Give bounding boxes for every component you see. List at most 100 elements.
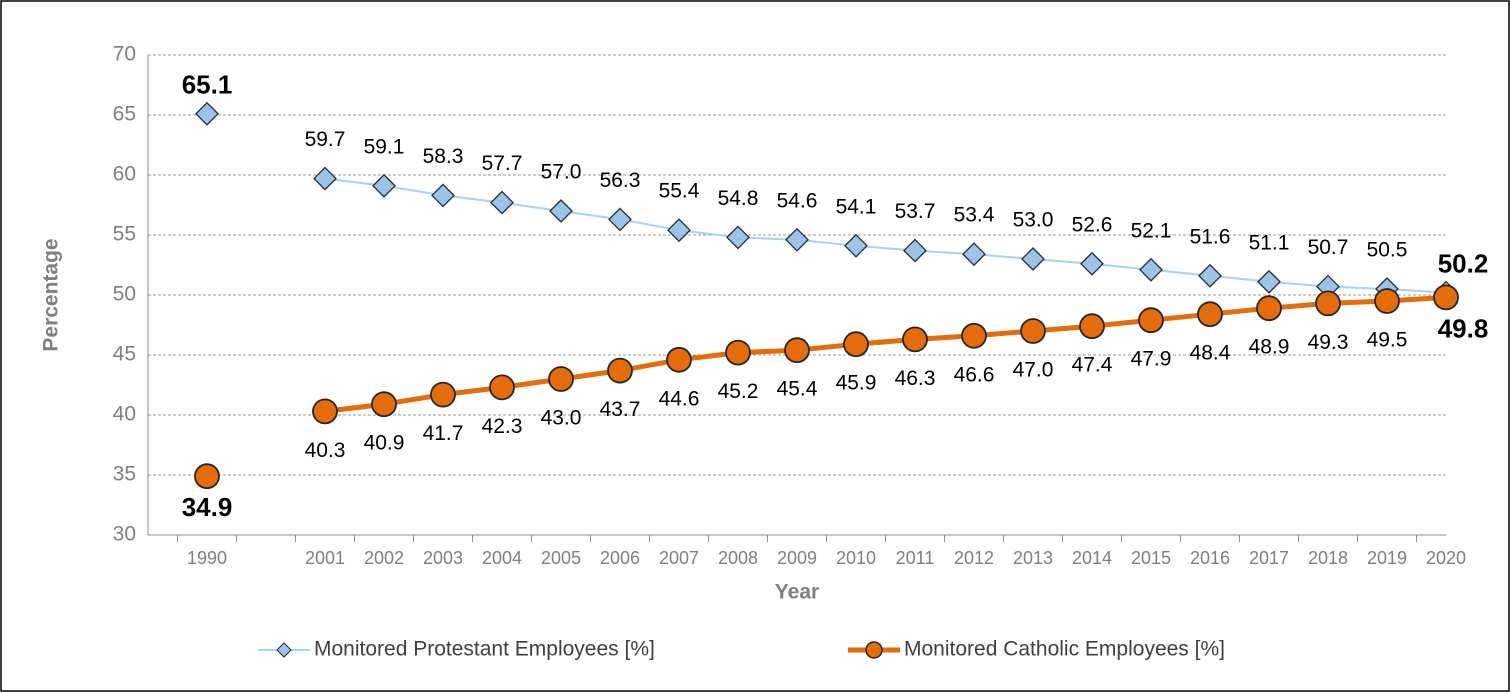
x-tick-label: 2002: [364, 548, 404, 568]
data-label: 53.7: [895, 200, 936, 223]
data-label: 50.2: [1438, 248, 1489, 278]
data-point: [784, 337, 810, 364]
data-point: [1257, 269, 1281, 294]
data-label: 43.0: [541, 407, 582, 430]
legend-label: Monitored Protestant Employees [%]: [314, 638, 655, 661]
data-label: 56.3: [600, 169, 641, 192]
data-label: 57.0: [541, 161, 582, 184]
y-tick-label: 45: [113, 343, 136, 366]
data-label: 59.7: [305, 128, 346, 151]
data-label: 43.7: [600, 398, 641, 421]
data-point: [1197, 301, 1223, 328]
x-tick-label: 2019: [1367, 548, 1407, 568]
data-label: 59.1: [364, 135, 405, 158]
data-point: [902, 326, 928, 353]
data-label: 52.6: [1072, 213, 1113, 236]
data-point: [195, 101, 219, 126]
data-point: [548, 366, 574, 392]
legend-label: Monitored Catholic Employees [%]: [904, 638, 1225, 661]
data-label: 47.0: [1013, 359, 1054, 382]
legend-marker: [276, 642, 292, 658]
data-label: 53.0: [1013, 209, 1054, 232]
x-tick-label: 2003: [423, 548, 463, 568]
data-label: 55.4: [659, 180, 700, 203]
x-axis-label: Year: [775, 581, 819, 604]
data-label: 51.6: [1190, 225, 1231, 248]
y-tick-label: 65: [113, 103, 136, 126]
data-point: [1080, 251, 1104, 276]
data-label: 34.9: [182, 492, 233, 522]
y-tick-label: 30: [113, 523, 136, 546]
y-tick-label: 40: [113, 403, 136, 426]
data-point: [1020, 318, 1046, 344]
data-point: [1079, 313, 1105, 340]
data-point: [1374, 288, 1400, 314]
data-point: [726, 225, 750, 250]
data-point: [903, 238, 927, 263]
data-label: 51.1: [1249, 231, 1290, 254]
x-tick-label: 2012: [954, 548, 994, 568]
data-point: [1198, 263, 1222, 288]
y-tick-label: 70: [113, 43, 136, 66]
data-point: [549, 199, 573, 223]
x-tick-label: 2001: [305, 548, 345, 568]
data-label: 54.8: [718, 187, 759, 210]
data-point: [1433, 284, 1459, 311]
data-point: [1315, 290, 1341, 317]
y-axis-label: Percentage: [40, 238, 63, 351]
legend-marker: [865, 641, 883, 659]
data-point: [430, 381, 456, 408]
data-point: [1138, 307, 1164, 334]
data-point: [843, 331, 869, 358]
data-point: [1021, 247, 1045, 271]
x-tick-label: 2007: [659, 548, 699, 568]
data-label: 47.9: [1131, 348, 1172, 371]
data-point: [608, 207, 632, 232]
data-label: 48.4: [1190, 342, 1231, 365]
x-tick-label: 2011: [896, 548, 935, 568]
data-point: [666, 346, 692, 373]
data-label: 53.4: [954, 204, 995, 227]
data-label: 54.6: [777, 189, 818, 212]
data-label: 58.3: [423, 145, 464, 168]
y-tick-label: 55: [113, 223, 136, 246]
data-point: [785, 227, 809, 252]
data-point: [194, 463, 220, 490]
data-point: [313, 166, 337, 191]
data-label: 49.3: [1308, 331, 1349, 354]
y-tick-label: 35: [113, 463, 136, 486]
x-tick-label: 2008: [718, 548, 758, 568]
data-label: 50.7: [1308, 236, 1349, 259]
data-point: [431, 183, 455, 208]
data-label: 45.2: [718, 380, 759, 403]
data-label: 45.4: [777, 378, 818, 401]
data-label: 40.3: [305, 439, 346, 462]
y-tick-label: 50: [113, 283, 136, 306]
data-label: 44.6: [659, 387, 700, 410]
data-label: 54.1: [836, 195, 877, 218]
data-point: [844, 233, 868, 258]
data-point: [489, 374, 515, 401]
data-label: 42.3: [482, 415, 523, 438]
data-label: 49.8: [1438, 313, 1489, 343]
x-tick-label: 2014: [1072, 548, 1112, 568]
x-tick-label: 2013: [1013, 548, 1053, 568]
data-point: [490, 190, 514, 215]
x-tick-label: 2009: [777, 548, 817, 568]
data-point: [1256, 295, 1282, 322]
data-point: [1139, 257, 1163, 282]
x-tick-label: 2020: [1426, 548, 1466, 568]
data-label: 40.9: [364, 432, 405, 455]
x-tick-label: 2006: [600, 548, 640, 568]
data-label: 52.1: [1131, 219, 1172, 242]
x-tick-label: 2005: [541, 548, 581, 568]
x-tick-label: 2004: [482, 548, 522, 568]
x-tick-label: 2017: [1249, 548, 1289, 568]
data-label: 45.9: [836, 372, 877, 395]
x-tick-label: 2010: [836, 548, 876, 568]
data-label: 48.9: [1249, 336, 1290, 359]
data-label: 49.5: [1367, 329, 1408, 352]
y-tick-label: 60: [113, 163, 136, 186]
x-tick-label: 2016: [1190, 548, 1230, 568]
